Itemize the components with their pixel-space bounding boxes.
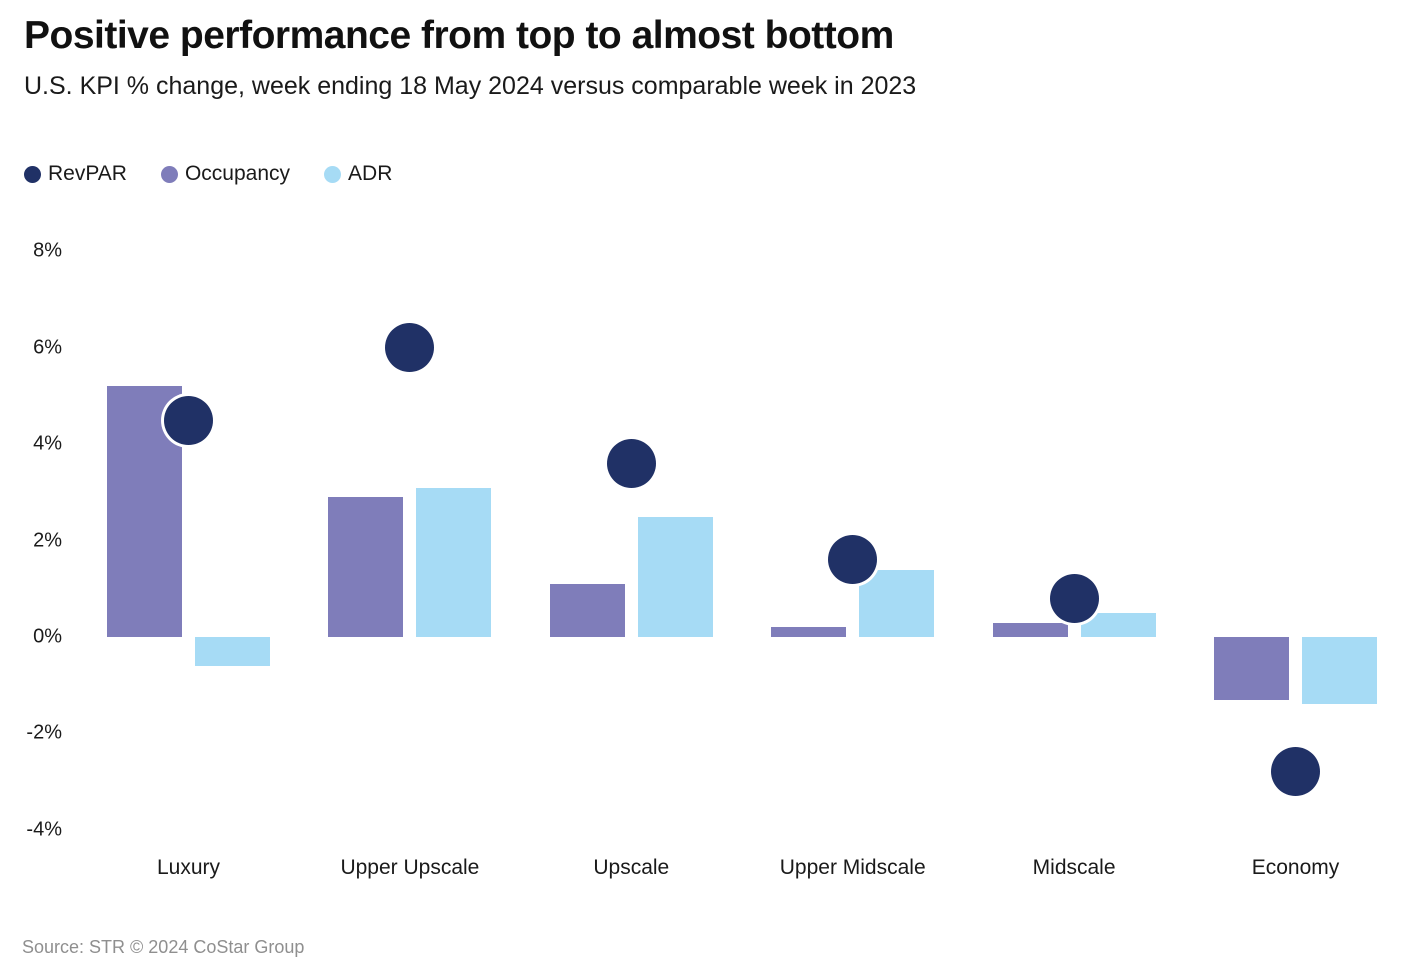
revpar-dot xyxy=(1049,573,1099,623)
revpar-dot xyxy=(1271,747,1320,797)
occupancy-bar xyxy=(992,622,1068,637)
legend-label: Occupancy xyxy=(184,162,291,185)
revpar-dot xyxy=(828,535,878,585)
y-axis-tick-label: 4% xyxy=(33,432,62,455)
legend: RevPAR Occupancy ADR xyxy=(24,162,392,186)
x-axis-category-label: Economy xyxy=(1251,856,1340,879)
adr-bar xyxy=(416,487,492,637)
y-axis-tick-label: -4% xyxy=(26,818,62,841)
x-axis-category-label: Upper Upscale xyxy=(340,856,480,879)
x-axis-category-label: Upscale xyxy=(593,856,670,879)
x-axis-category-label: Upper Midscale xyxy=(779,856,926,879)
revpar-dot xyxy=(164,395,213,445)
x-axis-category-label: Luxury xyxy=(156,856,221,879)
legend-label: ADR xyxy=(348,162,393,185)
legend-label: RevPAR xyxy=(48,162,127,185)
occupancy-bar xyxy=(771,627,847,637)
y-axis-tick-label: 2% xyxy=(33,529,62,552)
revpar-dot xyxy=(606,438,656,488)
legend-item-revpar: RevPAR xyxy=(24,162,127,186)
y-axis-tick-label: 6% xyxy=(33,336,62,359)
revpar-dot xyxy=(385,323,435,373)
adr-bar xyxy=(859,569,935,637)
occupancy-bar xyxy=(1214,637,1289,700)
source-attribution: Source: STR © 2024 CoStar Group xyxy=(22,937,305,957)
x-axis-category-label: Midscale xyxy=(1032,856,1116,879)
occupancy-bar xyxy=(549,583,625,637)
legend-occupancy-swatch-icon xyxy=(160,165,178,183)
adr-bar xyxy=(1302,637,1377,705)
legend-item-adr: ADR xyxy=(324,162,392,186)
y-axis-tick-label: 8% xyxy=(33,239,62,262)
occupancy-bar xyxy=(328,497,404,637)
y-axis-tick-label: -2% xyxy=(26,721,62,744)
y-axis-tick-label: 0% xyxy=(33,625,62,648)
legend-item-occupancy: Occupancy xyxy=(160,162,291,186)
legend-revpar-swatch-icon xyxy=(24,165,41,183)
adr-bar xyxy=(1080,612,1156,637)
chart-subtitle: U.S. KPI % change, week ending 18 May 20… xyxy=(24,72,917,100)
adr-bar xyxy=(637,516,713,637)
adr-bar xyxy=(195,637,270,666)
chart-title: Positive performance from top to almost … xyxy=(24,14,894,57)
legend-adr-swatch-icon xyxy=(324,165,342,183)
